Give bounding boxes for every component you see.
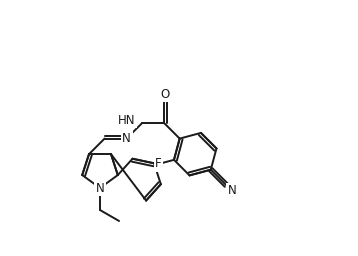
Text: O: O — [160, 88, 170, 101]
Text: N: N — [122, 132, 131, 145]
Text: F: F — [155, 157, 162, 170]
Text: HN: HN — [118, 113, 135, 126]
Text: N: N — [228, 184, 236, 197]
Text: N: N — [96, 182, 105, 195]
